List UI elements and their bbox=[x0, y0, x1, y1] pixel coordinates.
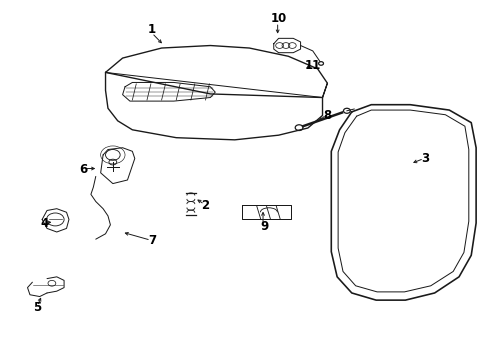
Text: 4: 4 bbox=[41, 216, 49, 230]
Text: 5: 5 bbox=[33, 301, 41, 314]
Text: 3: 3 bbox=[420, 152, 428, 165]
Text: 11: 11 bbox=[304, 59, 320, 72]
Text: 7: 7 bbox=[147, 234, 156, 247]
Text: 9: 9 bbox=[259, 220, 267, 233]
Text: 6: 6 bbox=[80, 163, 87, 176]
Text: 10: 10 bbox=[270, 12, 286, 25]
Text: 1: 1 bbox=[147, 23, 156, 36]
Text: 8: 8 bbox=[323, 109, 331, 122]
Text: 2: 2 bbox=[201, 199, 209, 212]
